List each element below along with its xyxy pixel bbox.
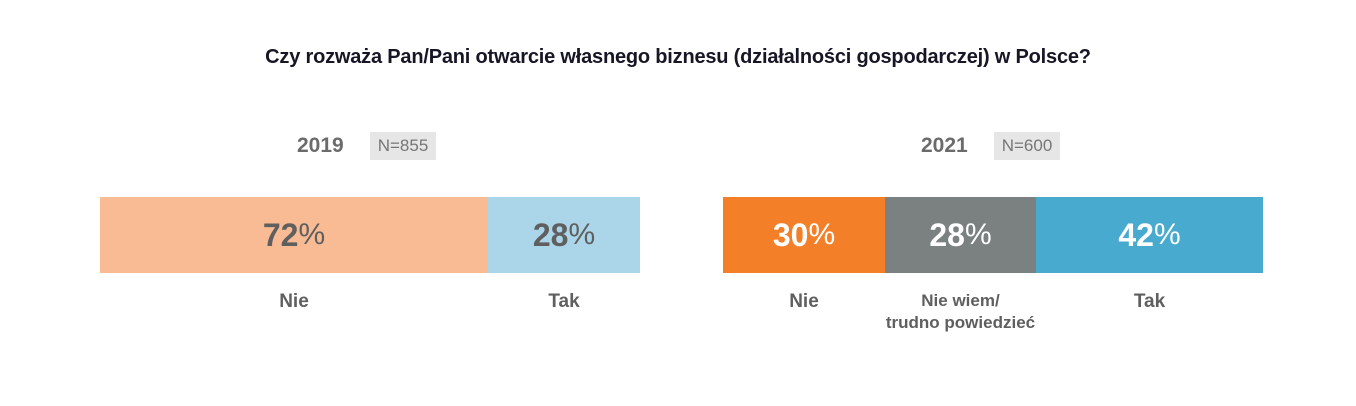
bar-segment-nie: 30% [723,197,885,273]
year-label: 2019 [297,134,344,157]
segment-value: 72 [262,216,299,253]
panel-2021: 2021 N=600 30% 28% 42% Nie Nie wiem/ tru… [723,0,1263,406]
segment-value: 42 [1118,216,1154,253]
percent-sign: % [964,218,992,251]
percent-sign: % [808,218,836,251]
category-label: Nie [789,291,819,312]
sample-size-badge: N=600 [993,132,1061,160]
percent-sign: % [568,218,596,251]
bar-segment-nie-wiem: 28% [885,197,1036,273]
category-labels: Nie Tak [100,290,640,313]
year-label: 2021 [921,134,968,157]
bar-segment-tak: 42% [1036,197,1263,273]
bar-segment-tak: 28% [488,197,640,273]
panel-header: 2021 N=600 [921,131,1061,161]
sample-size-badge: N=855 [369,132,437,160]
panel-header: 2019 N=855 [297,131,437,161]
segment-value: 30 [772,216,809,253]
percent-sign: % [1153,218,1181,251]
category-label: Nie [279,291,309,312]
bar-segment-nie: 72% [100,197,488,273]
segment-value: 28 [532,216,569,253]
category-label-line2: trudno powiedzieć [885,313,1036,332]
category-label: Tak [1133,291,1166,312]
category-label-nie-wiem: Nie wiem/ trudno powiedzieć [885,290,1036,334]
category-labels: Nie Nie wiem/ trudno powiedzieć Tak [723,290,1263,334]
chart-title: Czy rozważa Pan/Pani otwarcie własnego b… [265,46,1091,68]
panel-2019: 2019 N=855 72% 28% Nie Tak [100,0,640,406]
category-label: Tak [548,291,580,312]
segment-value: 28 [929,216,965,253]
percent-sign: % [298,218,326,251]
category-label-line1: Nie wiem/ [921,291,1000,310]
stacked-bar: 30% 28% 42% [723,197,1263,273]
stacked-bar: 72% 28% [100,197,640,273]
